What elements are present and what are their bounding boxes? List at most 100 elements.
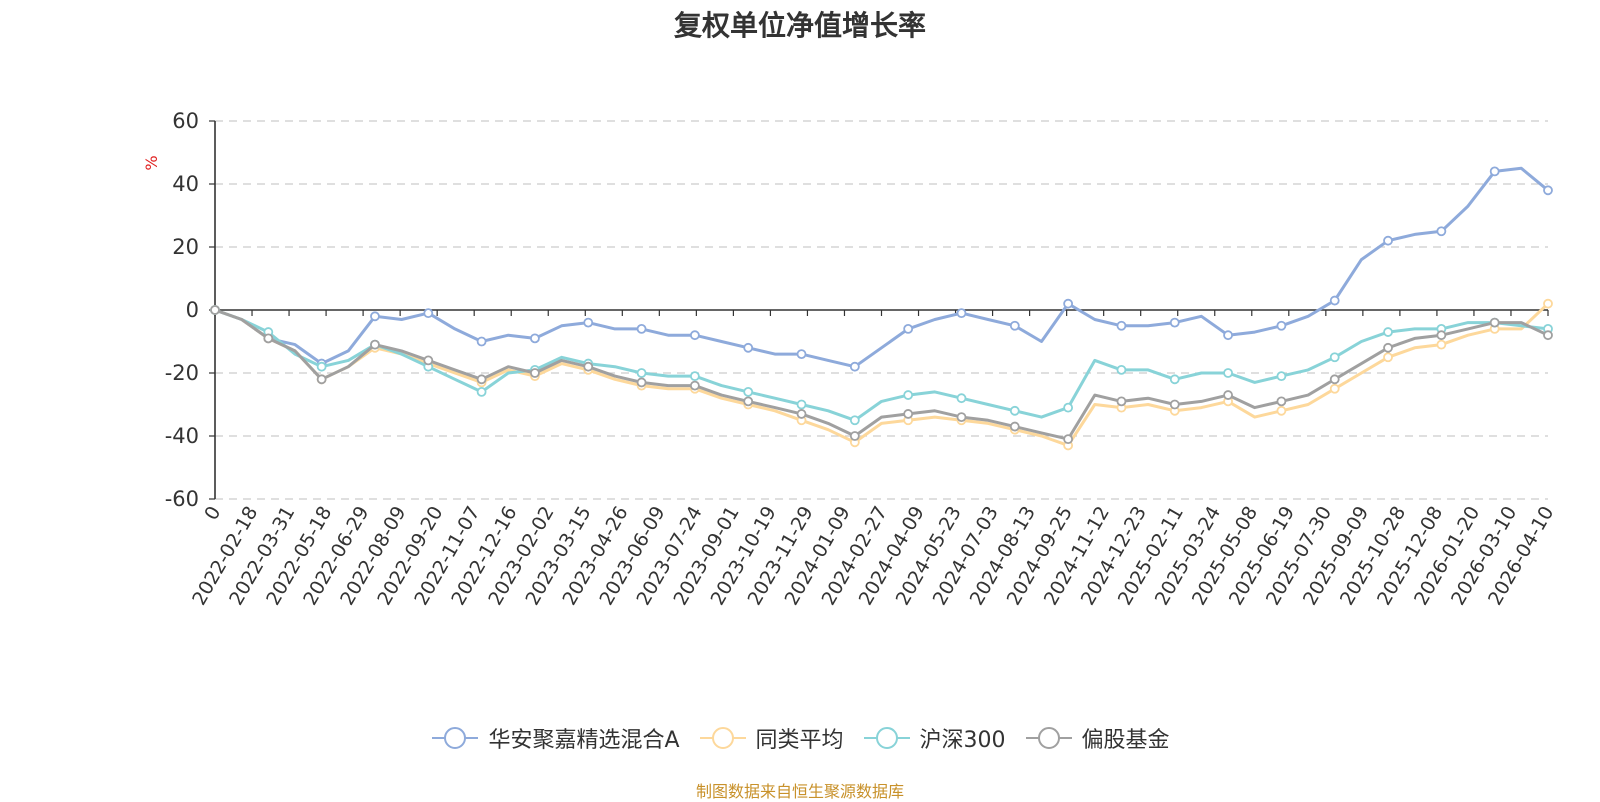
series-point-0 (1063, 298, 1074, 309)
series-point-2 (1169, 374, 1180, 385)
legend-label: 华安聚嘉精选混合A (488, 728, 680, 753)
series-point-2 (849, 415, 860, 426)
series-point-3 (476, 374, 487, 385)
series-point-2 (743, 386, 754, 397)
series-point-0 (1383, 235, 1393, 246)
data-source-note: 制图数据来自恒生聚源数据库 (695, 782, 904, 801)
series-point-2 (476, 386, 487, 397)
series-point-3 (1223, 390, 1233, 400)
series-line-2 (214, 308, 1549, 422)
series-point-2 (1116, 364, 1127, 375)
series-point-0 (849, 361, 860, 372)
legend-item-0[interactable]: 华安聚嘉精选混合A (430, 722, 680, 754)
series-point-0 (743, 342, 754, 353)
series-line-1 (214, 302, 1550, 447)
series-point-3 (743, 396, 754, 407)
series-point-0 (1223, 330, 1233, 341)
series-point-3 (210, 305, 220, 315)
series-point-2 (903, 390, 914, 400)
series-point-3 (1436, 330, 1447, 341)
series-point-3 (903, 409, 914, 419)
series-point-3 (583, 361, 594, 372)
y-tick-label: 60 (172, 109, 199, 133)
series-point-3 (1063, 434, 1074, 445)
chart-title: 复权单位净值增长率 (673, 9, 926, 42)
series-point-2 (1009, 405, 1020, 416)
legend-label: 同类平均 (755, 728, 844, 753)
series-point-0 (1489, 166, 1500, 177)
series-point-0 (956, 308, 967, 319)
series-point-0 (530, 333, 540, 344)
series-point-2 (956, 393, 967, 404)
series-point-0 (689, 330, 700, 341)
series-point-3 (1489, 317, 1500, 328)
series-point-0 (476, 336, 487, 347)
series-point-2 (1276, 371, 1287, 382)
legend-swatch (699, 727, 746, 749)
series-point-3 (1329, 374, 1340, 385)
series-point-0 (1543, 185, 1553, 196)
y-tick-label: -60 (165, 487, 199, 511)
series-point-3 (423, 355, 434, 366)
series-point-3 (316, 374, 327, 385)
y-tick-label: 40 (172, 172, 199, 196)
series-point-3 (849, 431, 860, 441)
y-tick-label: 20 (172, 235, 199, 259)
y-tick-label: -40 (165, 424, 199, 448)
series-point-3 (796, 409, 807, 419)
series-point-0 (423, 308, 434, 319)
series-line-3 (214, 308, 1549, 441)
series-point-3 (1383, 342, 1393, 353)
series-point-3 (1009, 421, 1020, 432)
series-point-0 (1009, 320, 1020, 331)
series-point-1 (1436, 339, 1447, 350)
series-point-0 (1169, 317, 1180, 328)
series-point-2 (1223, 368, 1233, 378)
legend-item-2[interactable]: 沪深300 (862, 722, 1006, 754)
series-point-0 (796, 349, 807, 360)
series-point-3 (530, 368, 540, 378)
series-point-0 (370, 311, 380, 322)
y-tick-label: 0 (186, 298, 199, 322)
legend-swatch (1025, 727, 1072, 749)
series-point-2 (636, 368, 647, 378)
legend-item-1[interactable]: 同类平均 (698, 722, 844, 754)
series-point-3 (689, 380, 700, 391)
series-point-2 (689, 371, 700, 382)
series-point-2 (1329, 352, 1340, 363)
series-point-3 (1169, 399, 1180, 410)
series-point-2 (316, 361, 327, 372)
series-point-2 (796, 399, 807, 410)
series-point-0 (636, 323, 647, 334)
series-point-3 (1276, 396, 1287, 407)
series-point-0 (583, 317, 594, 328)
series-point-2 (1383, 327, 1393, 337)
series-point-0 (903, 323, 914, 334)
series-point-0 (1436, 226, 1447, 237)
legend-label: 偏股基金 (1081, 728, 1170, 753)
series-point-3 (1116, 396, 1127, 407)
legend-label: 沪深300 (919, 728, 1006, 753)
series-point-1 (1329, 383, 1340, 394)
series-point-0 (1329, 295, 1340, 306)
series-point-0 (1276, 320, 1287, 331)
chart-legend: 华安聚嘉精选混合A 同类平均 沪深300 偏股基金 (0, 722, 1600, 754)
y-tick-label: -20 (165, 361, 199, 385)
x-tick-label: 0 (200, 503, 225, 524)
series-point-3 (370, 339, 380, 350)
series-line-0 (214, 166, 1549, 369)
series-point-3 (263, 333, 274, 344)
legend-swatch (432, 727, 479, 749)
legend-swatch (863, 727, 910, 749)
series-point-3 (1543, 330, 1553, 341)
legend-item-3[interactable]: 偏股基金 (1024, 722, 1170, 754)
series-point-0 (1116, 320, 1127, 331)
series-point-1 (1276, 405, 1287, 416)
series-point-3 (956, 412, 967, 423)
series-point-1 (1543, 298, 1553, 309)
y-axis-label: % (142, 155, 161, 170)
series-point-3 (636, 377, 647, 388)
series-point-1 (1383, 352, 1393, 363)
series-point-2 (1063, 402, 1074, 413)
